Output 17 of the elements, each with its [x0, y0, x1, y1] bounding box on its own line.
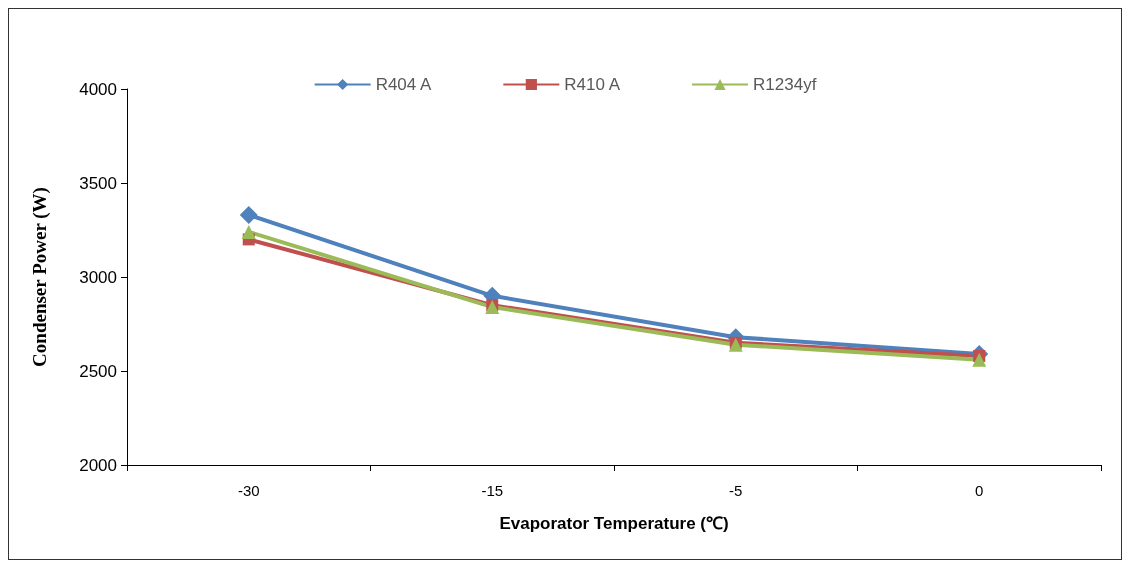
x-axis-title: Evaporator Temperature (℃)	[499, 514, 729, 533]
y-tick-label: 2500	[79, 361, 117, 381]
point	[241, 224, 256, 239]
point	[972, 352, 987, 367]
point	[239, 205, 258, 224]
y-tick-label: 3500	[79, 173, 117, 193]
y-axis-title: Condenser Power (W)	[29, 187, 51, 367]
legend-label: R410 A	[564, 75, 621, 94]
x-tick-label: -5	[729, 482, 743, 499]
x-tick-label: -15	[481, 482, 504, 499]
y-tick-label: 4000	[79, 79, 117, 99]
x-tick-label: 0	[975, 482, 984, 499]
x-tick-label: -30	[237, 482, 260, 499]
y-tick-label: 2000	[79, 455, 117, 475]
legend-label: R404 A	[375, 75, 433, 94]
y-tick-label: 3000	[79, 267, 117, 287]
legend-label: R1234yf	[753, 75, 817, 94]
